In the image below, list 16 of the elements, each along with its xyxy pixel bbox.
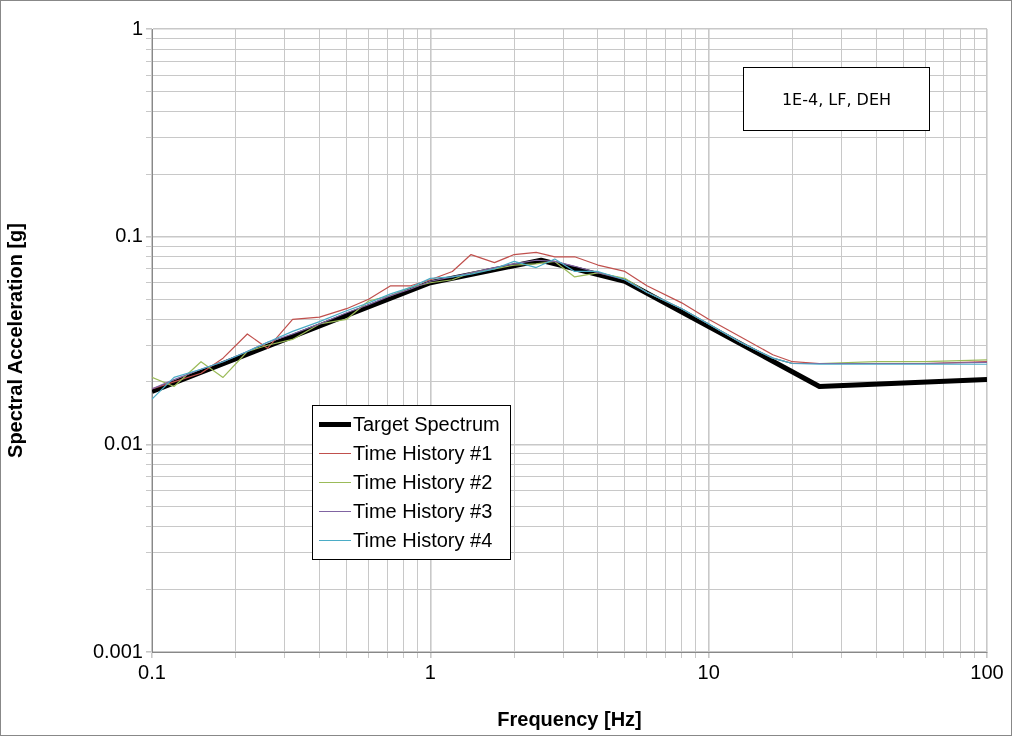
x-tick-label: 10: [697, 660, 720, 683]
y-tick-label: 1: [131, 16, 143, 39]
x-tick-label: 1: [424, 660, 436, 683]
legend-label: Time History #4: [353, 529, 493, 552]
legend-label: Time History #2: [353, 471, 493, 494]
y-tick-label: 0.01: [104, 431, 143, 454]
legend-label: Target Spectrum: [353, 413, 500, 436]
y-tick-label: 0.001: [92, 639, 143, 662]
y-tick-label: 0.1: [115, 224, 143, 247]
legend-label: Time History #1: [353, 442, 493, 465]
x-tick-label: 0.1: [138, 660, 166, 683]
legend-label: Time History #3: [353, 500, 493, 523]
note-box: 1E-4, LF, DEH: [743, 67, 930, 131]
y-axis-title: Spectral Acceleration [g]: [3, 223, 26, 458]
x-tick-label: 100: [970, 660, 1004, 683]
x-axis-title: Frequency [Hz]: [497, 707, 642, 730]
